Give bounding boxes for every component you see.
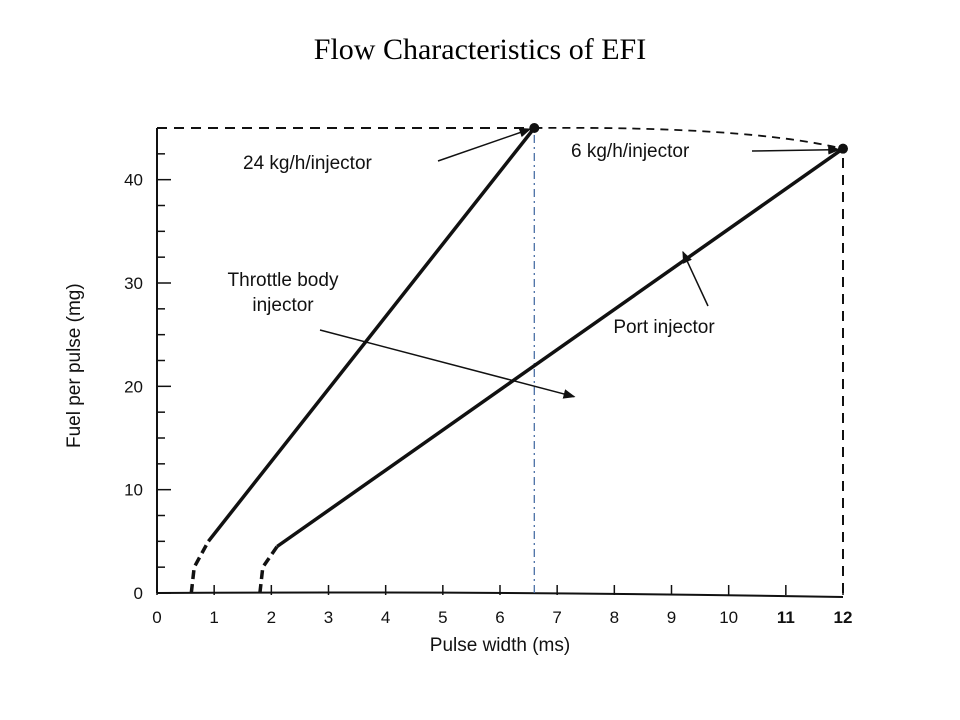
x-tick-label: 6 bbox=[495, 608, 504, 627]
endpoint-marker bbox=[838, 143, 848, 154]
y-tick-label: 30 bbox=[124, 274, 143, 293]
series-line bbox=[207, 126, 536, 543]
x-tick-label: 5 bbox=[438, 608, 447, 627]
slide-title: Flow Characteristics of EFI bbox=[313, 33, 647, 66]
y-axis-title: Fuel per pulse (mg) bbox=[64, 283, 85, 448]
series-line bbox=[276, 147, 845, 548]
x-axis-title: Pulse width (ms) bbox=[430, 635, 570, 656]
y-tick-label: 40 bbox=[124, 171, 143, 190]
x-tick-label: 1 bbox=[209, 608, 218, 627]
series-annotation-line: Throttle body bbox=[228, 270, 339, 291]
x-tick-label: 3 bbox=[324, 608, 333, 627]
y-tick-label: 20 bbox=[124, 377, 143, 396]
endpoint-label-arrow bbox=[437, 128, 532, 162]
x-tick-label: 8 bbox=[610, 608, 619, 627]
series-annotation-line: injector bbox=[252, 295, 314, 316]
endpoint-label: 24 kg/h/injector bbox=[243, 153, 373, 174]
y-tick-label: 0 bbox=[134, 584, 143, 603]
series-annotation-line: Port injector bbox=[613, 317, 715, 338]
x-tick-label: 11 bbox=[777, 608, 795, 627]
y-tick-label: 10 bbox=[124, 481, 143, 500]
series-annotation-arrow bbox=[319, 329, 576, 399]
x-tick-label: 12 bbox=[834, 608, 853, 627]
x-tick-label: 9 bbox=[667, 608, 676, 627]
x-tick-label: 4 bbox=[381, 608, 390, 627]
series-annotation: Throttle body injector bbox=[228, 270, 339, 316]
series-line-startup-segment bbox=[189, 540, 210, 594]
x-tick-label: 2 bbox=[267, 608, 276, 627]
endpoint-label-arrow bbox=[751, 145, 841, 155]
series-annotation-arrow bbox=[682, 250, 709, 307]
series-annotation: Port injector bbox=[613, 317, 715, 338]
series-line-startup-segment bbox=[258, 545, 279, 594]
x-tick-label: 0 bbox=[152, 608, 161, 627]
endpoint-label: 6 kg/h/injector bbox=[571, 141, 690, 162]
x-tick-label: 7 bbox=[552, 608, 561, 627]
endpoint-connector-curve bbox=[534, 126, 844, 150]
endpoint-marker bbox=[529, 123, 540, 133]
x-tick-label: 10 bbox=[719, 608, 738, 627]
